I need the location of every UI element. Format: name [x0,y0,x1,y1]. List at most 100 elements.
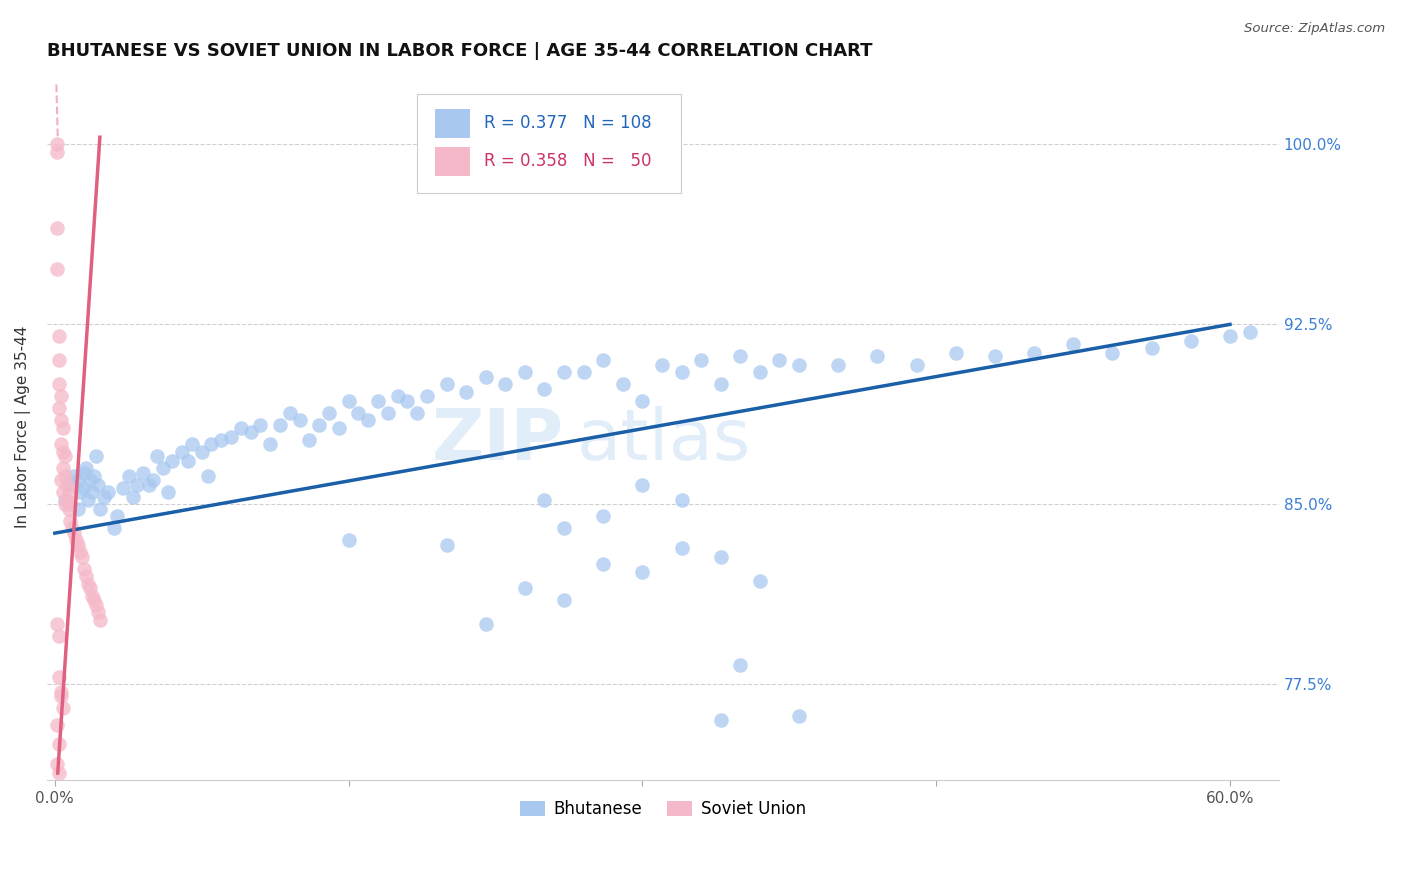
Point [49,389,72,403]
Point [45,756,67,771]
Point [259,437,281,451]
Point [79,582,101,596]
Point [298,433,321,447]
Point [710,550,733,565]
Point [592,509,614,524]
Point [48,377,70,392]
Point [53,450,76,464]
Point [748,365,770,379]
Point [787,358,810,372]
Point [651,358,673,372]
Point [45,262,67,277]
Point [357,413,380,427]
Point [52,461,75,475]
Point [229,420,252,434]
Point [75,569,97,583]
Point [77,576,100,591]
Point [49,684,72,698]
Point [200,437,222,451]
Point [49,690,72,704]
Point [45,145,67,159]
Point [93,490,115,504]
Point [1062,336,1084,351]
Point [249,418,271,433]
Point [125,478,148,492]
Point [288,413,311,427]
FancyBboxPatch shape [434,109,470,138]
Point [533,492,555,507]
Point [553,521,575,535]
Point [97,485,120,500]
Point [48,737,70,751]
Point [49,413,72,427]
Point [827,358,849,372]
Point [1101,346,1123,360]
Point [73,481,96,495]
Point [730,658,752,673]
Point [84,450,107,464]
Point [103,521,125,535]
Point [53,468,76,483]
Point [45,221,67,235]
Point [710,377,733,392]
Point [70,550,93,565]
Point [52,701,75,715]
Point [80,485,103,500]
Point [710,714,733,728]
Point [53,497,76,511]
Point [83,468,105,483]
Point [45,718,67,732]
Point [49,474,72,488]
Point [553,593,575,607]
Point [1180,334,1202,348]
Point [152,461,174,475]
Point [65,533,87,548]
Point [52,485,75,500]
FancyBboxPatch shape [434,147,470,177]
Point [269,418,291,433]
Point [45,137,67,152]
Point [55,478,77,492]
Point [513,365,536,379]
Point [553,365,575,379]
Point [1140,342,1163,356]
Point [67,538,90,552]
Point [592,353,614,368]
Point [89,502,111,516]
Point [45,617,67,632]
Point [337,533,360,548]
Point [180,437,202,451]
Point [84,598,107,612]
Point [416,389,439,403]
Point [59,497,82,511]
Point [406,406,429,420]
Point [55,492,77,507]
Point [118,468,141,483]
Point [73,562,96,576]
Point [631,478,654,492]
Point [79,474,101,488]
Point [177,454,200,468]
Point [107,509,129,524]
Point [945,346,967,360]
Point [631,565,654,579]
Point [138,478,160,492]
Point [63,526,86,541]
Point [49,437,72,451]
Point [671,365,693,379]
Point [172,444,194,458]
Point [59,478,82,492]
Point [53,492,76,507]
Point [494,377,516,392]
Point [157,485,180,500]
Point [631,394,654,409]
Point [396,394,419,409]
Point [80,589,103,603]
Point [87,478,110,492]
Point [48,766,70,780]
Point [59,514,82,528]
Point [278,406,301,420]
Point [67,474,90,488]
Point [387,389,409,403]
Point [48,329,70,343]
